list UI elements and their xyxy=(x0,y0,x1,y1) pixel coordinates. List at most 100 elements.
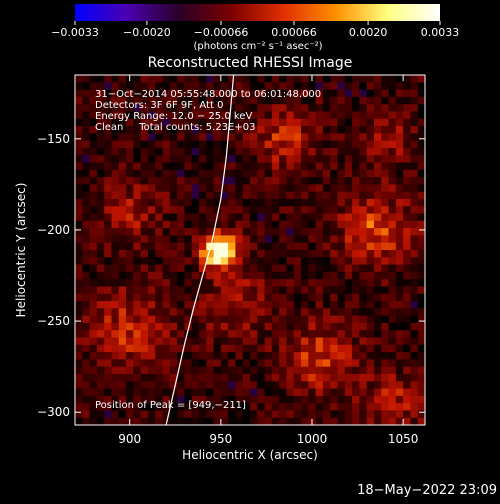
heatmap-cell xyxy=(235,308,244,317)
heatmap-cell xyxy=(133,410,142,419)
colorbar-ticks: −0.0033 −0.0020 −0.00066 0.00066 0.0020 0.003… xyxy=(51,21,459,39)
heatmap-cell xyxy=(279,322,287,331)
heatmap-cell xyxy=(191,257,200,265)
heatmap-cell xyxy=(104,417,112,425)
heatmap-cell xyxy=(118,322,127,331)
heatmap-cell xyxy=(359,228,368,236)
heatmap-cell xyxy=(257,169,265,178)
heatmap-cell xyxy=(162,140,171,149)
heatmap-cell xyxy=(82,198,90,207)
heatmap-cell xyxy=(257,235,265,244)
heatmap-cell xyxy=(235,352,244,360)
heatmap-cell xyxy=(301,315,309,324)
heatmap-cell xyxy=(140,126,149,134)
heatmap-cell xyxy=(381,359,389,368)
heatmap-cell xyxy=(271,89,280,98)
heatmap-cell xyxy=(322,359,331,368)
heatmap-cell xyxy=(410,271,419,280)
heatmap-cell xyxy=(213,271,222,280)
heatmap-cell xyxy=(213,96,222,105)
heatmap-cell xyxy=(417,242,425,251)
heatmap-cell xyxy=(373,242,382,251)
heatmap-cell xyxy=(271,126,280,134)
heatmap-cell xyxy=(228,330,236,338)
heatmap-cell xyxy=(395,417,404,425)
heatmap-cell xyxy=(177,147,185,156)
heatmap-cell xyxy=(315,271,324,280)
heatmap-cell xyxy=(206,352,214,360)
heatmap-cell xyxy=(177,191,185,200)
heatmap-cell xyxy=(395,344,404,353)
heatmap-cell xyxy=(352,111,360,120)
heatmap-cell xyxy=(410,359,419,368)
heatmap-cell xyxy=(388,410,397,419)
heatmap-cell xyxy=(308,271,317,280)
heatmap-cell xyxy=(169,118,178,127)
heatmap-cell xyxy=(133,184,142,193)
heatmap-cell xyxy=(191,191,200,200)
heatmap-cell xyxy=(96,388,105,397)
heatmap-cell xyxy=(410,373,419,382)
heatmap-cell xyxy=(279,133,287,142)
heatmap-cell xyxy=(264,177,273,185)
heatmap-cell xyxy=(140,410,149,419)
heatmap-cell xyxy=(118,352,127,360)
heatmap-cell xyxy=(96,169,105,178)
heatmap-cell xyxy=(330,410,338,419)
heatmap-cell xyxy=(279,344,287,353)
heatmap-cell xyxy=(235,111,244,120)
heatmap-cell xyxy=(220,242,229,251)
heatmap-cell xyxy=(301,373,309,382)
heatmap-cell xyxy=(155,271,163,280)
heatmap-cell xyxy=(147,359,156,368)
heatmap-cell xyxy=(264,395,273,404)
heatmap-cell xyxy=(213,169,222,178)
heatmap-cell xyxy=(155,111,163,120)
heatmap-cell xyxy=(352,155,360,163)
heatmap-cell xyxy=(220,89,229,98)
heatmap-cell xyxy=(213,395,222,404)
heatmap-cell xyxy=(395,228,404,236)
heatmap-cell xyxy=(366,417,375,425)
heatmap-cell xyxy=(126,169,134,178)
heatmap-cell xyxy=(322,301,331,309)
heatmap-cell xyxy=(82,330,90,338)
heatmap-cell xyxy=(191,155,200,163)
heatmap-cell xyxy=(373,111,382,120)
heatmap-cell xyxy=(133,147,142,156)
heatmap-cell xyxy=(315,126,324,134)
heatmap-cell xyxy=(337,235,346,244)
heatmap-cell xyxy=(337,352,346,360)
heatmap-cell xyxy=(162,395,171,404)
heatmap-cell xyxy=(89,147,98,156)
heatmap-cell xyxy=(359,235,368,244)
heatmap-cell xyxy=(75,242,83,251)
heatmap-cell xyxy=(133,198,142,207)
heatmap-cell xyxy=(184,315,193,324)
heatmap-cell xyxy=(322,322,331,331)
heatmap-cell xyxy=(96,286,105,295)
heatmap-cell xyxy=(271,191,280,200)
heatmap-cell xyxy=(96,257,105,265)
heatmap-cell xyxy=(191,293,200,302)
heatmap-cell xyxy=(133,75,142,83)
heatmap-cell xyxy=(330,147,338,156)
heatmap-cell xyxy=(213,352,222,360)
heatmap-cell xyxy=(82,250,90,258)
heatmap-cell xyxy=(198,75,207,83)
heatmap-cell xyxy=(96,184,105,193)
heatmap-cell xyxy=(140,322,149,331)
heatmap-cell xyxy=(257,257,265,265)
heatmap-cell xyxy=(118,213,127,222)
heatmap-cell xyxy=(315,89,324,98)
heatmap-cell xyxy=(344,89,353,98)
heatmap-cell xyxy=(286,410,295,419)
heatmap-cell xyxy=(228,213,236,222)
heatmap-cell xyxy=(162,337,171,346)
heatmap-cell xyxy=(286,250,295,258)
heatmap-cell xyxy=(322,271,331,280)
heatmap-cell xyxy=(82,337,90,346)
heatmap-cell xyxy=(118,286,127,295)
heatmap-cell xyxy=(410,279,419,287)
heatmap-cell xyxy=(359,177,368,185)
